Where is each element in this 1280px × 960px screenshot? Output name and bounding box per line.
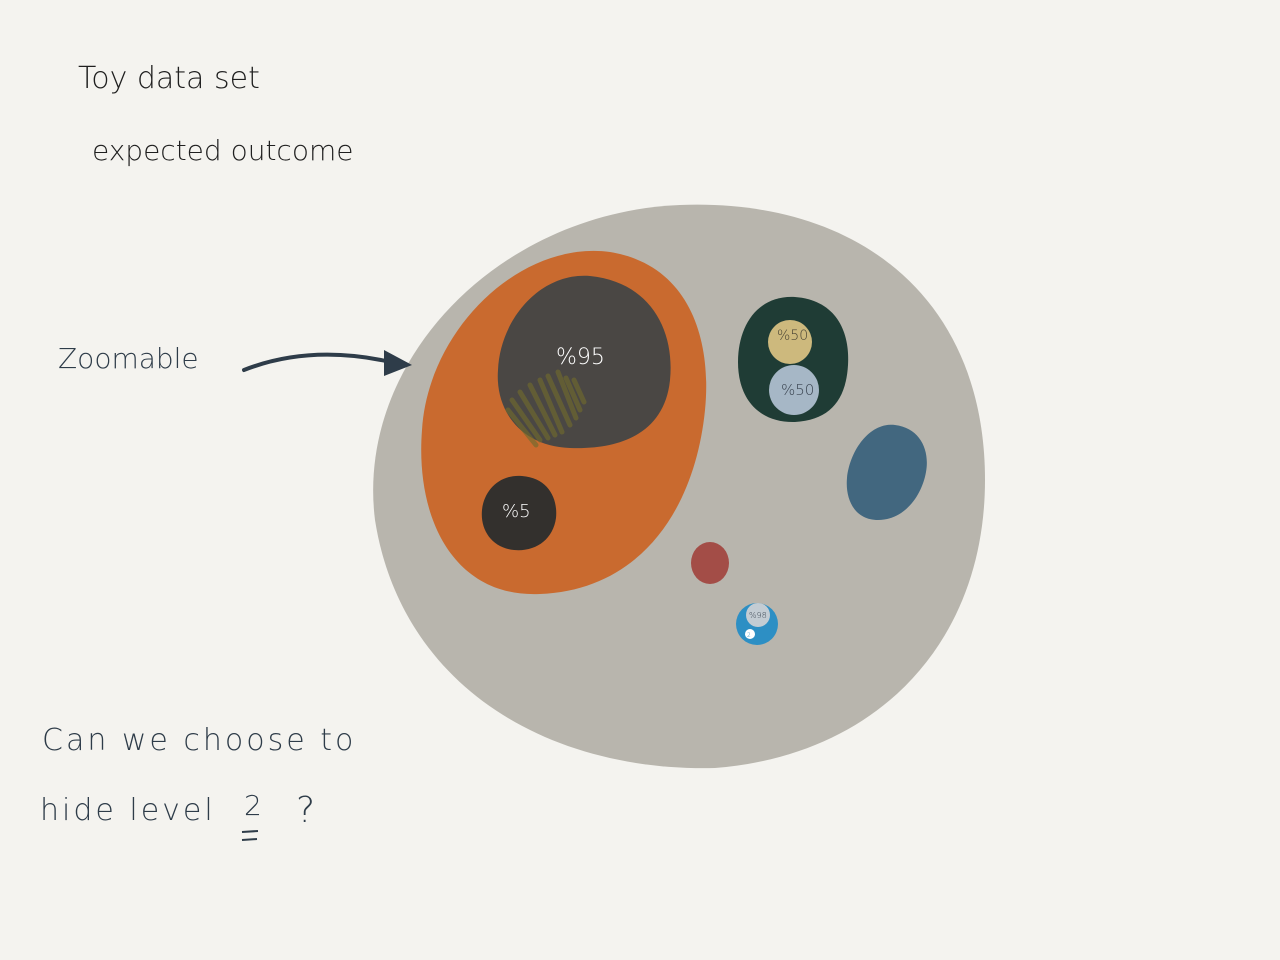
- light-blue-bubble[interactable]: [769, 365, 819, 415]
- bright-blue-inner-small-value: 2: [747, 632, 751, 639]
- arrow-head-icon: [384, 350, 412, 376]
- large-bubble-percent: %95: [556, 345, 605, 370]
- steel-blue-bubble[interactable]: [846, 424, 927, 520]
- question-mark: ?: [296, 790, 315, 831]
- level-underline: [241, 830, 259, 841]
- question-line-2-prefix: hide level: [40, 793, 216, 828]
- title-line-2: expected outcome: [92, 134, 353, 167]
- small-bubble-percent: %5: [502, 501, 531, 522]
- bright-blue-inner-percent: %98: [749, 611, 767, 620]
- tan-bubble[interactable]: [768, 320, 812, 364]
- red-bubble[interactable]: [691, 542, 729, 584]
- tan-bubble-percent: %50: [777, 328, 808, 344]
- brush-scribble: [505, 369, 587, 448]
- small-dark-bubble[interactable]: [481, 475, 557, 551]
- zoomable-arrow: [242, 352, 397, 372]
- zoomable-label: Zoomable: [58, 342, 199, 375]
- question-line-1: Can we choose to: [42, 723, 356, 758]
- bright-blue-inner-small[interactable]: [745, 629, 755, 639]
- bright-blue-inner-large[interactable]: [746, 603, 770, 627]
- light-blue-bubble-percent: %50: [781, 381, 814, 399]
- question-level-number: 2: [244, 789, 262, 822]
- title-line-1: Toy data set: [78, 61, 260, 96]
